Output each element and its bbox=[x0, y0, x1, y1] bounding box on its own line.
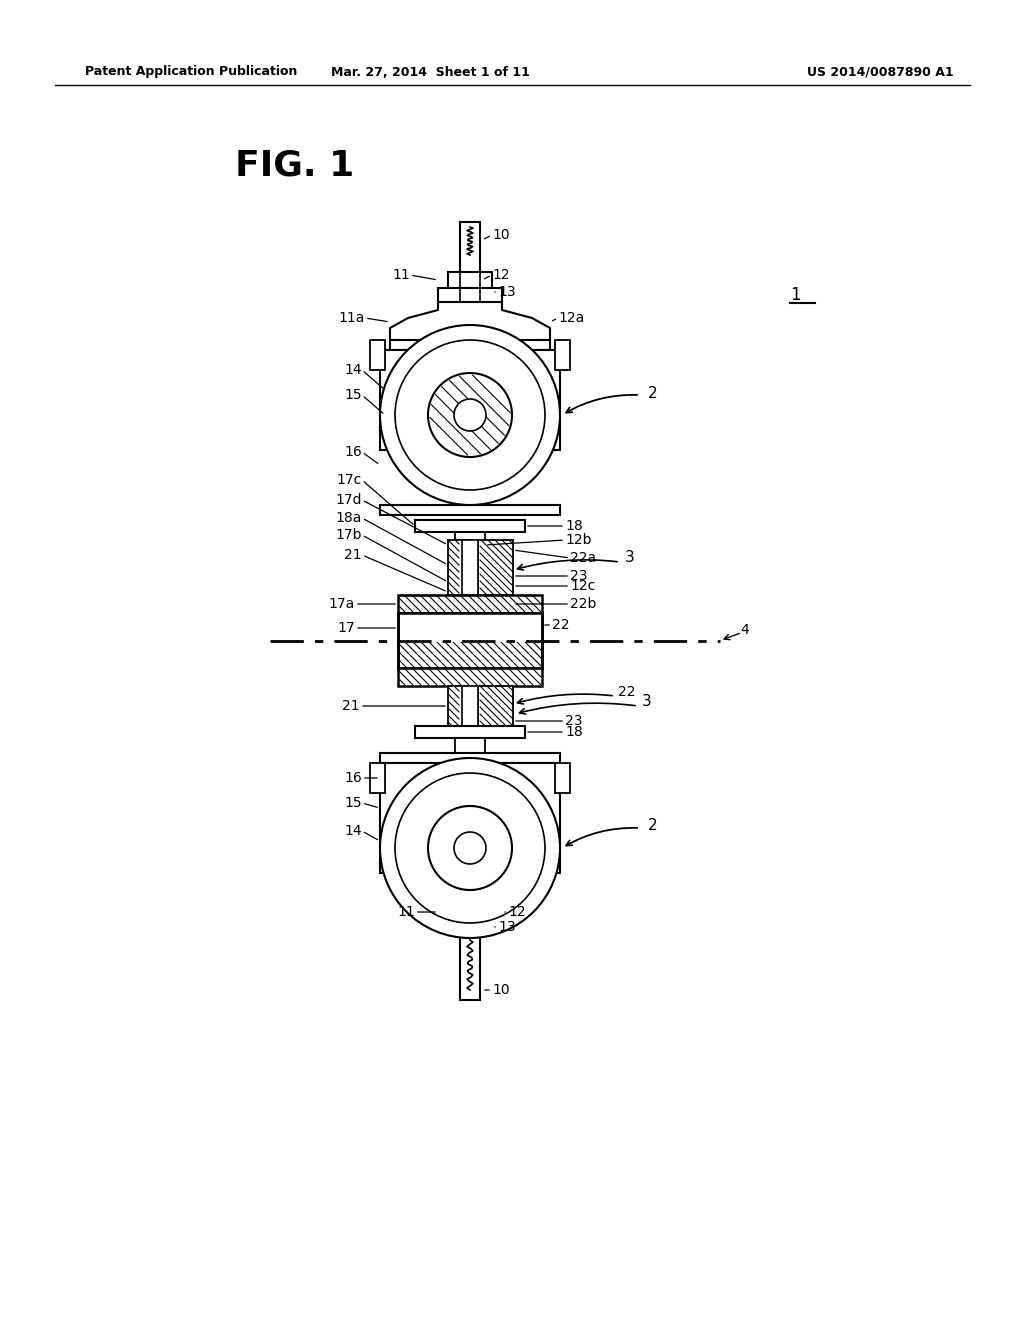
Text: 2: 2 bbox=[648, 385, 657, 400]
Text: 2: 2 bbox=[648, 818, 657, 833]
Circle shape bbox=[428, 374, 512, 457]
Bar bbox=[555, 763, 570, 793]
Bar bbox=[555, 341, 570, 370]
Bar bbox=[455, 738, 485, 752]
Text: 23: 23 bbox=[570, 569, 588, 583]
Text: 14: 14 bbox=[344, 363, 362, 378]
Circle shape bbox=[428, 807, 512, 890]
Bar bbox=[449, 540, 472, 595]
Circle shape bbox=[380, 325, 560, 506]
Text: 17: 17 bbox=[337, 620, 355, 635]
Bar bbox=[449, 272, 492, 288]
Text: Mar. 27, 2014  Sheet 1 of 11: Mar. 27, 2014 Sheet 1 of 11 bbox=[331, 66, 529, 78]
Text: Patent Application Publication: Patent Application Publication bbox=[85, 66, 297, 78]
Text: 11a: 11a bbox=[339, 312, 365, 325]
Bar bbox=[398, 668, 542, 686]
Text: 14: 14 bbox=[344, 824, 362, 838]
Text: 16: 16 bbox=[344, 771, 362, 785]
Circle shape bbox=[395, 341, 545, 490]
Text: FIG. 1: FIG. 1 bbox=[234, 148, 354, 182]
Text: 13: 13 bbox=[498, 920, 516, 935]
Bar bbox=[398, 612, 542, 668]
Text: 10: 10 bbox=[492, 983, 510, 997]
Text: 22b: 22b bbox=[570, 597, 596, 611]
Bar bbox=[415, 726, 525, 738]
Text: 15: 15 bbox=[344, 796, 362, 810]
Bar bbox=[415, 520, 525, 532]
Bar bbox=[380, 863, 560, 873]
Bar bbox=[380, 506, 560, 515]
Text: 15: 15 bbox=[344, 388, 362, 403]
Text: 13: 13 bbox=[498, 285, 516, 300]
Circle shape bbox=[454, 832, 486, 865]
Text: 16: 16 bbox=[344, 445, 362, 459]
Bar bbox=[462, 540, 478, 595]
Bar bbox=[478, 540, 513, 595]
Text: US 2014/0087890 A1: US 2014/0087890 A1 bbox=[807, 66, 953, 78]
Bar bbox=[398, 595, 542, 612]
Text: 22a: 22a bbox=[570, 550, 596, 565]
Bar bbox=[380, 350, 560, 450]
Text: 17d: 17d bbox=[336, 492, 362, 507]
Bar bbox=[390, 341, 550, 350]
Text: 22: 22 bbox=[618, 685, 636, 700]
Text: 21: 21 bbox=[342, 700, 360, 713]
Text: 12b: 12b bbox=[565, 533, 592, 546]
Circle shape bbox=[454, 399, 486, 432]
Text: 12: 12 bbox=[492, 268, 510, 282]
Bar bbox=[449, 919, 492, 935]
Text: 23: 23 bbox=[565, 714, 583, 729]
Circle shape bbox=[380, 758, 560, 939]
Text: 12c: 12c bbox=[570, 579, 595, 593]
Text: 17a: 17a bbox=[329, 597, 355, 611]
Text: 1: 1 bbox=[790, 286, 801, 304]
Bar bbox=[438, 288, 502, 302]
Text: 17b: 17b bbox=[336, 528, 362, 543]
Text: 4: 4 bbox=[740, 623, 749, 638]
Text: 22: 22 bbox=[552, 618, 569, 632]
Bar bbox=[380, 752, 560, 763]
Text: 21: 21 bbox=[344, 548, 362, 562]
Text: 11: 11 bbox=[392, 268, 410, 282]
Bar bbox=[438, 906, 502, 919]
Text: 11: 11 bbox=[397, 906, 415, 919]
Text: 3: 3 bbox=[642, 694, 651, 710]
Text: 12: 12 bbox=[508, 906, 525, 919]
Text: 12a: 12a bbox=[558, 312, 585, 325]
Circle shape bbox=[395, 774, 545, 923]
Bar bbox=[449, 686, 472, 726]
Text: 17c: 17c bbox=[337, 473, 362, 487]
Text: 3: 3 bbox=[625, 550, 635, 565]
Text: 18a: 18a bbox=[336, 511, 362, 525]
Bar bbox=[370, 763, 385, 793]
Bar bbox=[478, 686, 513, 726]
Text: 18: 18 bbox=[565, 519, 583, 533]
Bar bbox=[462, 686, 478, 726]
Bar bbox=[370, 341, 385, 370]
Text: 10: 10 bbox=[492, 228, 510, 242]
Text: 18: 18 bbox=[565, 725, 583, 739]
Bar bbox=[380, 763, 560, 863]
